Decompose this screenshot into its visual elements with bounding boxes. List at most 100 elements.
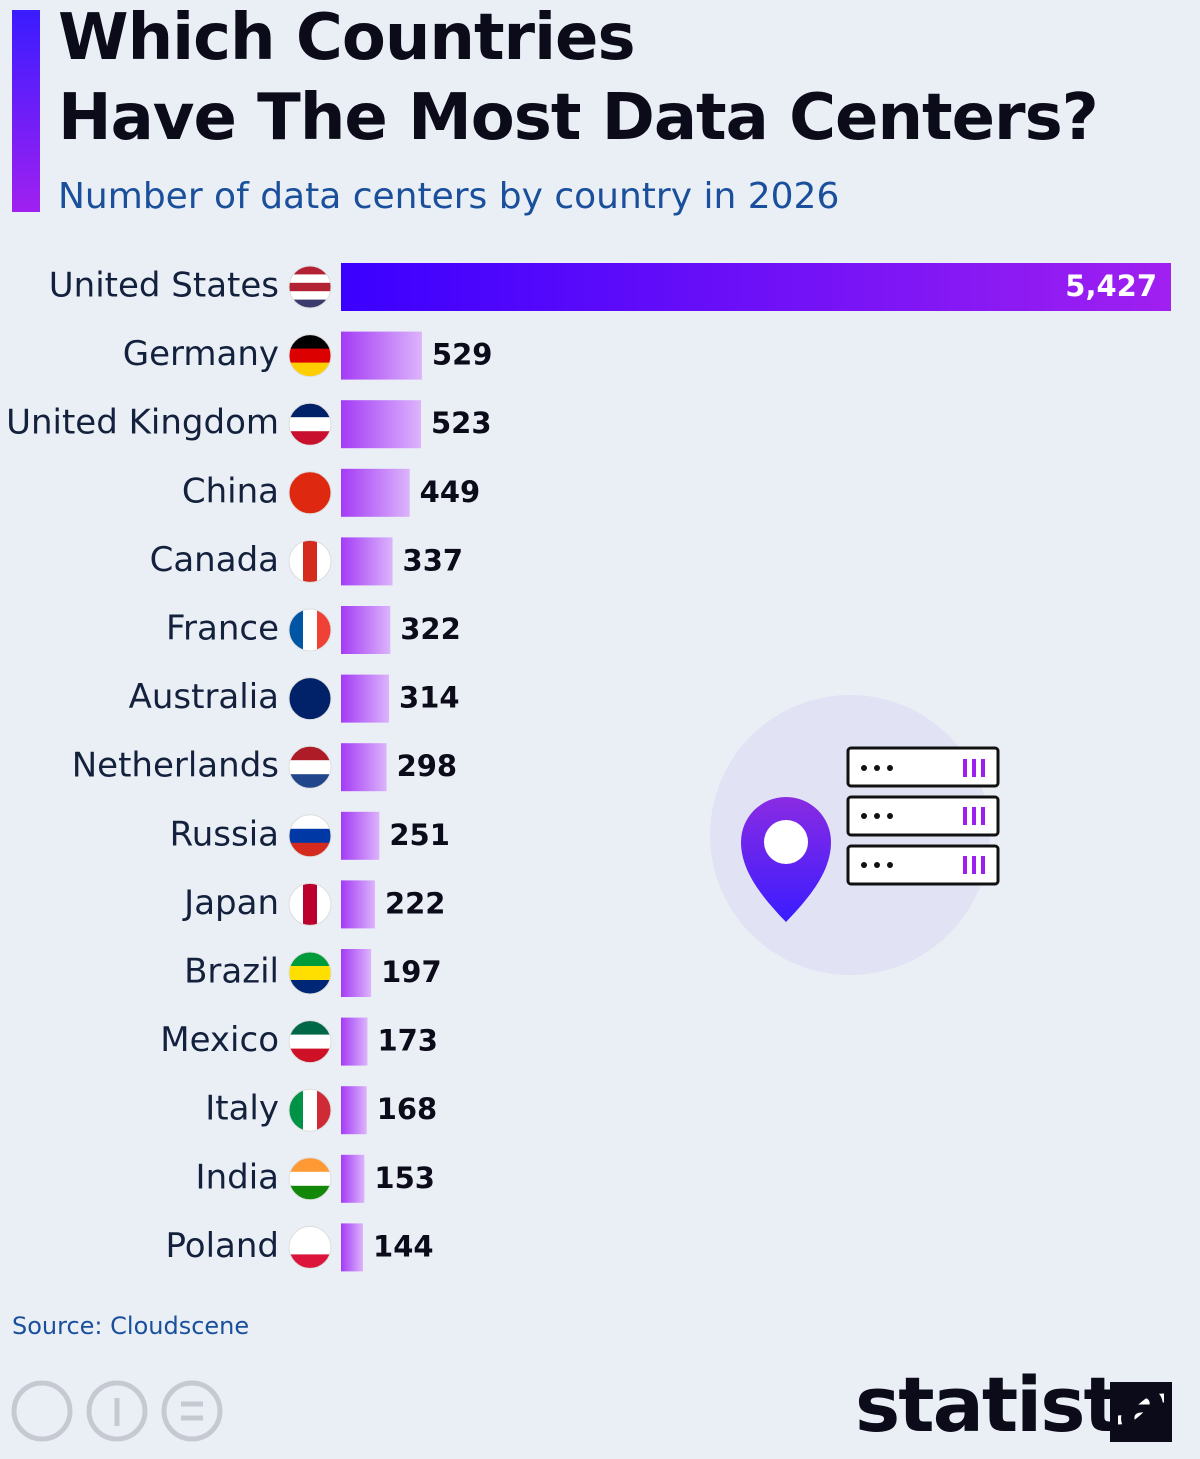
flag-border bbox=[288, 814, 332, 858]
flag-stripe bbox=[317, 540, 331, 583]
flag-stripe bbox=[289, 431, 331, 446]
flag-stripe bbox=[289, 499, 331, 514]
category-label: United States bbox=[49, 266, 279, 306]
category-label: Italy bbox=[205, 1089, 279, 1129]
chart-title: Which Countries Have The Most Data Cente… bbox=[58, 1, 1099, 155]
flag-border bbox=[288, 677, 332, 721]
flag-stripe bbox=[289, 540, 304, 583]
flag-stripe bbox=[289, 1020, 331, 1036]
value-label: 523 bbox=[431, 406, 492, 440]
flag bbox=[288, 1020, 332, 1064]
flag-stripe bbox=[289, 883, 304, 926]
value-label: 197 bbox=[381, 955, 442, 989]
flag-stripe bbox=[289, 1185, 331, 1200]
flag-stripe bbox=[317, 609, 331, 651]
flag-stripe bbox=[289, 485, 331, 501]
bar bbox=[341, 1086, 367, 1135]
flag-stripe bbox=[289, 1048, 331, 1063]
flag-border bbox=[288, 471, 332, 515]
bar bbox=[341, 606, 391, 654]
value-label: 337 bbox=[403, 543, 464, 577]
flag-stripe bbox=[289, 266, 331, 275]
illustration bbox=[710, 695, 1000, 975]
flag-stripe bbox=[289, 291, 331, 301]
flag bbox=[288, 334, 332, 378]
flag bbox=[288, 814, 332, 858]
flag-border bbox=[288, 402, 332, 446]
flag-stripe bbox=[289, 952, 331, 967]
flag bbox=[288, 539, 332, 583]
value-label: 168 bbox=[377, 1092, 438, 1126]
value-label: 251 bbox=[389, 818, 450, 852]
flag-border bbox=[288, 1088, 332, 1132]
flag bbox=[288, 745, 332, 789]
flag bbox=[288, 677, 332, 721]
flag-stripe bbox=[303, 1089, 318, 1132]
flag-stripe bbox=[289, 1089, 304, 1132]
flag-stripe bbox=[289, 691, 331, 707]
flag bbox=[288, 1088, 332, 1132]
value-label: 529 bbox=[432, 338, 493, 372]
brand: statista bbox=[855, 1360, 1169, 1449]
flag-stripe bbox=[289, 705, 331, 720]
flag-border bbox=[288, 608, 332, 652]
flag-stripe bbox=[289, 1171, 331, 1187]
flag-stripe bbox=[303, 609, 318, 651]
flag-border bbox=[288, 539, 332, 583]
value-label: 173 bbox=[377, 1024, 438, 1058]
flag-stripe bbox=[289, 760, 331, 775]
category-label: Russia bbox=[170, 814, 279, 854]
flag-stripe bbox=[289, 274, 331, 284]
flag-stripe bbox=[289, 334, 331, 350]
bar bbox=[341, 743, 387, 792]
value-label: 153 bbox=[374, 1161, 435, 1195]
flag-stripe bbox=[289, 1240, 331, 1255]
flag-border bbox=[288, 951, 332, 995]
flag-stripe bbox=[317, 1089, 331, 1132]
flag bbox=[288, 1225, 332, 1269]
value-label: 314 bbox=[399, 681, 460, 715]
value-label: 322 bbox=[400, 612, 461, 646]
flag-stripe bbox=[289, 774, 331, 789]
flag-stripe bbox=[289, 1034, 331, 1050]
flag-border bbox=[288, 1157, 332, 1201]
flag-stripe bbox=[317, 883, 331, 926]
bar bbox=[341, 537, 393, 586]
brand-mark bbox=[1110, 1382, 1172, 1442]
flag-stripe bbox=[289, 1226, 331, 1241]
value-label: 144 bbox=[373, 1229, 434, 1263]
license-icons bbox=[11, 1380, 223, 1442]
flag-border bbox=[288, 1020, 332, 1064]
flag-border bbox=[288, 745, 332, 789]
flag-stripe bbox=[289, 677, 331, 693]
flag bbox=[288, 951, 332, 995]
category-label: United Kingdom bbox=[6, 403, 279, 443]
flag-stripe bbox=[289, 966, 331, 981]
flag-border bbox=[288, 265, 332, 309]
category-label: Mexico bbox=[160, 1020, 279, 1060]
flag-border bbox=[288, 334, 332, 378]
bar bbox=[341, 674, 390, 723]
flag-stripe bbox=[289, 980, 331, 994]
bar bbox=[341, 263, 1171, 311]
flag-stripe bbox=[289, 1157, 331, 1173]
category-label: India bbox=[196, 1157, 279, 1197]
bar bbox=[341, 1223, 364, 1272]
bar bbox=[341, 468, 410, 517]
source: Source: Cloudscene bbox=[12, 1312, 250, 1340]
flag bbox=[288, 471, 332, 515]
category-label: China bbox=[182, 471, 279, 511]
category-label: Germany bbox=[123, 334, 279, 374]
value-label: 449 bbox=[420, 475, 481, 509]
flag bbox=[288, 608, 332, 652]
bar bbox=[341, 400, 421, 449]
value-label: 298 bbox=[397, 749, 458, 783]
flag-stripe bbox=[303, 540, 318, 583]
category-label: Brazil bbox=[184, 952, 279, 992]
flag-stripe bbox=[289, 471, 331, 487]
chart-subtitle: Number of data centers by country in 202… bbox=[58, 176, 840, 217]
flag-stripe bbox=[289, 1254, 331, 1269]
category-label: Japan bbox=[182, 883, 279, 923]
